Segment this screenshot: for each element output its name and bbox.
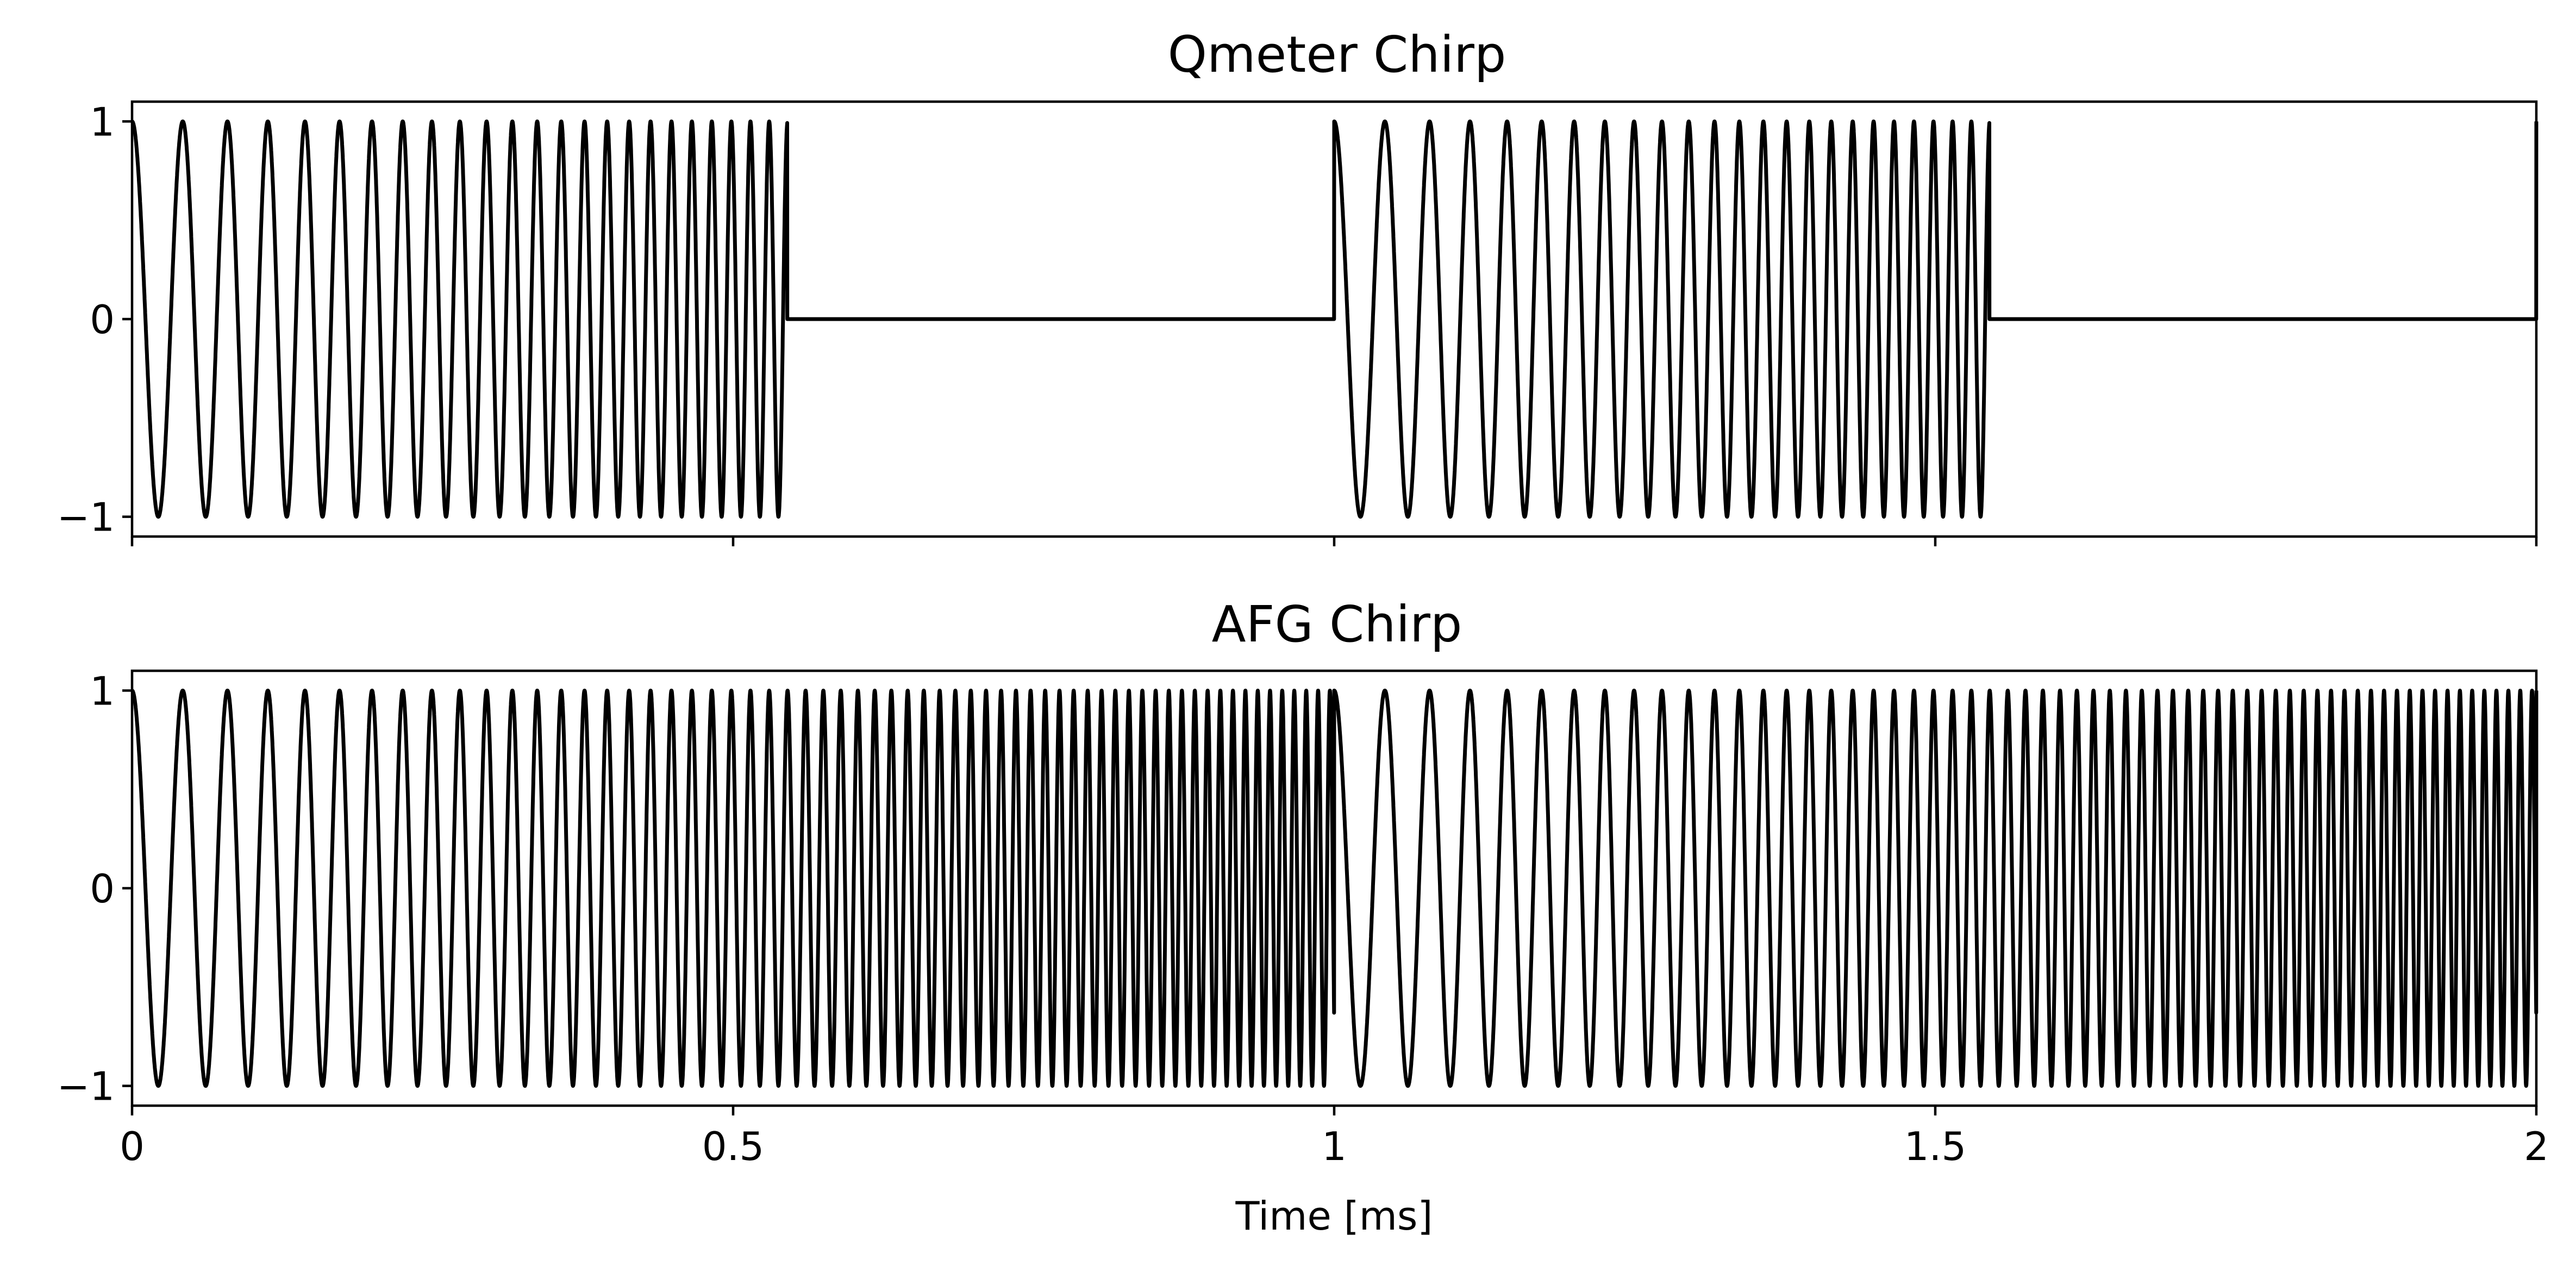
x-axis-afg: 0 0.5 1 1.5 2 [120, 1106, 2549, 1169]
y-tick-label: 1 [90, 99, 115, 145]
x-tick-label: 0 [120, 1124, 145, 1169]
x-tick-label: 0.5 [702, 1124, 765, 1169]
x-axis-label: Time [ms] [1235, 1193, 1433, 1239]
y-tick-label: −1 [57, 495, 115, 540]
y-tick-label: 1 [90, 668, 115, 714]
panel-afg: AFG Chirp −101 0 0.5 1 1.5 2 Time [ms] [57, 595, 2549, 1239]
y-tick-label: −1 [57, 1064, 115, 1109]
y-tick-label: 0 [90, 866, 115, 912]
y-tick-label: 0 [90, 297, 115, 342]
series-line-afg [130, 688, 2539, 1088]
title-afg: AFG Chirp [1212, 595, 1462, 653]
y-axis-afg: −1 0 1 [57, 668, 132, 1109]
series-line-qmeter [130, 119, 2539, 519]
x-tick-label: 1.5 [1904, 1124, 1967, 1169]
x-tick-label: 1 [1322, 1124, 1347, 1169]
x-tick-label: 2 [2524, 1124, 2549, 1169]
title-qmeter: Qmeter Chirp [1168, 26, 1506, 84]
y-axis-qmeter: −1 0 1 [57, 99, 132, 540]
x-axis-qmeter [130, 537, 2538, 546]
panel-qmeter: Qmeter Chirp −1 0 1 [57, 26, 2539, 546]
